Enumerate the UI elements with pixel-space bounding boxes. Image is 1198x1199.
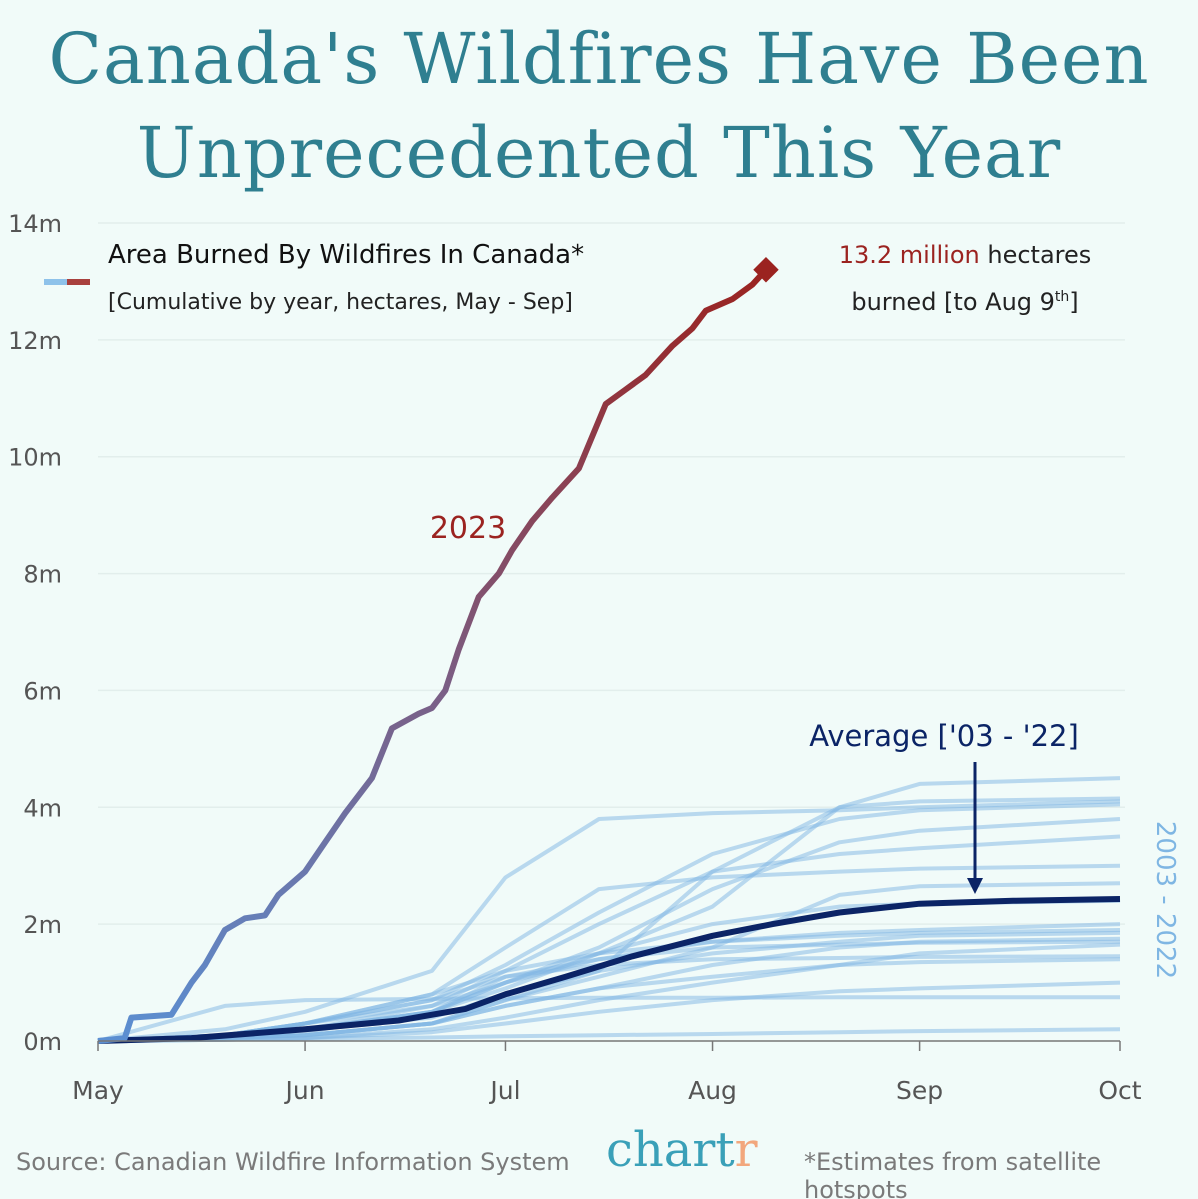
average-arrowhead bbox=[967, 878, 983, 894]
annotation-date-text: burned [to Aug 9 bbox=[851, 288, 1055, 316]
x-tick-label: Aug bbox=[688, 1076, 737, 1105]
y-tick-label: 14m bbox=[8, 210, 62, 238]
x-tick-label: Oct bbox=[1098, 1076, 1141, 1105]
annotation-total: 13.2 million hectares bbox=[830, 241, 1100, 269]
label-average: Average ['03 - '22] bbox=[809, 719, 1079, 753]
annotation-sup: th bbox=[1054, 289, 1070, 305]
y-tick-label: 8m bbox=[23, 561, 62, 589]
x-tick-label: Jun bbox=[284, 1076, 325, 1105]
end-marker-2023 bbox=[753, 257, 779, 283]
y-tick-label: 12m bbox=[8, 327, 62, 355]
annotation-text: hectares bbox=[979, 241, 1092, 269]
chart-title-line1: Canada's Wildfires Have Been bbox=[48, 18, 1150, 100]
footnote-text: *Estimates from satellite hotspots bbox=[804, 1148, 1102, 1199]
y-tick-label: 0m bbox=[23, 1028, 62, 1056]
chartr-logo: chartr bbox=[606, 1122, 758, 1178]
label-history: 2003 - 2022 bbox=[1150, 821, 1180, 979]
legend-subtitle: [Cumulative by year, hectares, May - Sep… bbox=[108, 290, 573, 315]
annotation-close: ] bbox=[1069, 288, 1079, 316]
history-year-line bbox=[97, 799, 1121, 1043]
line-2023 bbox=[97, 267, 769, 1044]
history-year-line bbox=[97, 1027, 1121, 1043]
x-tick-label: Jul bbox=[488, 1076, 520, 1105]
x-tick-label: May bbox=[72, 1076, 124, 1105]
y-tick-label: 6m bbox=[23, 677, 62, 705]
history-year-line bbox=[97, 995, 1120, 1043]
source-text: Source: Canadian Wildfire Information Sy… bbox=[16, 1148, 570, 1176]
annotation-date: burned [to Aug 9th] bbox=[830, 288, 1100, 316]
y-tick-label: 4m bbox=[23, 794, 62, 822]
average-line bbox=[97, 896, 1121, 1044]
y-tick-label: 10m bbox=[8, 444, 62, 472]
chart-title-line2: Unprecedented This Year bbox=[136, 112, 1062, 194]
legend-title: Area Burned By Wildfires In Canada* bbox=[108, 240, 585, 270]
legend-swatch bbox=[44, 279, 90, 285]
annotation-highlight: 13.2 million bbox=[838, 241, 980, 269]
y-tick-label: 2m bbox=[23, 911, 62, 939]
x-tick-label: Sep bbox=[896, 1076, 943, 1105]
label-2023: 2023 bbox=[430, 511, 506, 546]
